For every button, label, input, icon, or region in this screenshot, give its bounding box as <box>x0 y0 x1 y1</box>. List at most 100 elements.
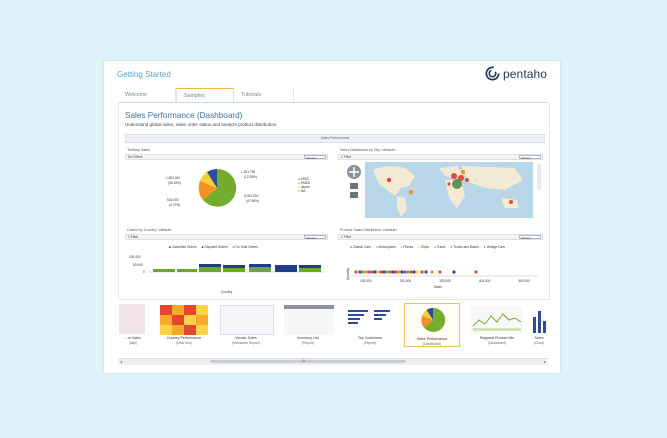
pie-label: 5,003,224 <box>244 194 259 198</box>
bar <box>153 269 175 272</box>
orders-bar-chart <box>149 264 325 273</box>
sales-distribution-panel: Sales Distribution by City <default> 1 F… <box>338 148 543 222</box>
territory-pie-chart <box>198 168 237 207</box>
legend-item: ■ On Hold Orders <box>232 245 258 249</box>
thumbnail-vendor-sales[interactable]: Vendor Sales (Interactive Report) <box>216 303 276 347</box>
bar <box>223 265 245 268</box>
x-tick: 100,000 <box>360 279 372 283</box>
bar <box>249 267 271 272</box>
pentaho-spiral-icon <box>485 66 500 81</box>
orders-by-country-panel: Orders by Country <default> 1 Filter Act… <box>125 228 328 298</box>
legend-item: ● Japan <box>298 185 310 189</box>
legend-item: ■ Disputed Orders <box>201 245 228 249</box>
tab-bar: Welcome Samples Tutorials <box>118 88 548 103</box>
x-tick: 500,000 <box>518 279 530 283</box>
scatter-legend: ● Classic Cars ● Motorcycles ● Planes ● … <box>350 245 530 249</box>
bar <box>199 267 221 272</box>
filter-label: 1 Filter <box>341 235 352 239</box>
actions-dropdown[interactable]: Actions <box>304 235 326 240</box>
filter-bar[interactable]: 1 Filter <box>125 234 328 240</box>
scrollbar-thumb[interactable]: III <box>210 359 406 363</box>
pie-slice-apac <box>203 188 231 207</box>
pie-legend: ● APAC ● EMEA ● Japan ● NA <box>298 177 310 193</box>
pie-label: (4.72%) <box>169 203 181 207</box>
pie-label: 1,552,061 <box>166 176 181 180</box>
actions-dropdown[interactable]: Actions <box>304 155 326 160</box>
pie-label: (36.16%) <box>168 181 181 185</box>
samples-carousel: ...m Sales (Map) Country Performance (He… <box>118 300 548 365</box>
pie-label: (47.56%) <box>246 199 259 203</box>
pie-slice-emea <box>198 181 217 200</box>
thumbnail-country-performance[interactable]: Country Performance (Heat Grid) <box>156 303 212 347</box>
filter-bar[interactable]: 1 Filter <box>338 154 543 160</box>
pentaho-logo: pentaho <box>485 66 547 81</box>
legend-item: ● NA <box>298 189 306 193</box>
pie-slice-japan <box>200 172 217 188</box>
legend-item: ● Trains <box>433 245 446 249</box>
bar <box>249 264 271 267</box>
bar <box>199 264 221 267</box>
legend-item: ● EMEA <box>298 181 310 185</box>
tab-samples[interactable]: Samples <box>176 88 234 102</box>
x-ticks: 100,000 200,000 300,000 400,000 500,000 <box>350 279 540 283</box>
thumbnail-top-customers[interactable]: Top Customers (Report) <box>342 303 398 347</box>
bar <box>177 269 197 272</box>
legend-item: ● Ships <box>418 245 429 249</box>
samples-content: Sales Performance (Dashboard) Understand… <box>118 103 550 300</box>
filter-label: No Filters <box>128 155 143 159</box>
y-tick: 100,000 <box>129 255 141 259</box>
map-scrollbar[interactable] <box>537 164 541 190</box>
product-scatter-chart <box>350 270 538 277</box>
panel-title: Orders by Country <default> <box>127 228 173 232</box>
thumbnail-sales-performance[interactable]: Sales Performance (Dashboard) <box>404 303 460 347</box>
legend-item: ● Classic Cars <box>350 245 371 249</box>
tab-welcome[interactable]: Welcome <box>118 88 176 102</box>
thumbnail-map-sales[interactable]: ...m Sales (Map) <box>118 303 148 347</box>
legend-item: ● Trucks and Buses <box>450 245 479 249</box>
getting-started-window: Getting Started pentaho Welcome Samples … <box>104 61 560 373</box>
y-tick: 0 <box>143 270 145 274</box>
world-map[interactable] <box>365 162 533 218</box>
dashboard-title: Sales Performance (Dashboard) <box>125 111 243 120</box>
dashboard-subtitle: Understand global sales, sales order sta… <box>125 122 278 127</box>
y-tick: 50,000 <box>133 263 143 267</box>
pie-label: (12.28%) <box>244 175 257 179</box>
x-tick: 300,000 <box>439 279 451 283</box>
legend-item: ■ Cancelled Orders <box>169 245 197 249</box>
thumbnail-regional-product-mix[interactable]: Regional Product Mix (Dashboard) <box>468 303 526 347</box>
bar <box>275 265 297 272</box>
legend-item: ● Planes <box>400 245 414 249</box>
pie-slice-blue <box>207 169 217 188</box>
x-tick: 400,000 <box>478 279 491 283</box>
panel-title: Sales Distribution by City <default> <box>340 148 396 152</box>
scroll-left-icon[interactable]: ◂ <box>120 359 123 364</box>
territory-sales-panel: Territory Sales No Filters Actions 1,552… <box>125 148 328 222</box>
x-axis-label: Country <box>221 290 233 294</box>
pie-slice-na <box>217 168 237 201</box>
product-sales-panel: Product Sales Distribution <default> 1 F… <box>338 228 543 298</box>
filter-label: 1 Filter <box>341 155 352 159</box>
brand-name: pentaho <box>503 66 548 81</box>
actions-dropdown[interactable]: Actions <box>519 235 541 240</box>
thumbnail-sales-chart[interactable]: Sales (Chart) <box>530 303 548 347</box>
scroll-right-icon[interactable]: ▸ <box>543 359 546 364</box>
filter-bar[interactable]: 1 Filter <box>338 234 543 240</box>
panel-title: Product Sales Distribution <default> <box>340 228 398 232</box>
section-header: Sales Performance <box>125 134 545 143</box>
window-title: Getting Started <box>117 70 171 79</box>
thumbnail-inventory-list[interactable]: Inventory List (Report) <box>280 303 336 347</box>
bar <box>299 268 321 272</box>
x-axis-label: Sales <box>434 285 442 289</box>
x-tick: 200,000 <box>399 279 412 283</box>
map-zoom-control[interactable] <box>346 164 362 204</box>
legend-item: ● APAC <box>298 177 310 181</box>
actions-dropdown[interactable]: Actions <box>519 155 541 160</box>
bar <box>223 268 245 272</box>
legend-item: ● Motorcycles <box>375 245 396 249</box>
panel-title: Territory Sales <box>127 148 150 152</box>
carousel-scrollbar[interactable]: ◂ III ▸ <box>118 358 548 365</box>
legend-item: ● Vintage Cars <box>483 245 505 249</box>
pie-label: 533,000 <box>167 198 179 202</box>
filter-bar[interactable]: No Filters <box>125 154 328 160</box>
tab-tutorials[interactable]: Tutorials <box>234 88 294 102</box>
